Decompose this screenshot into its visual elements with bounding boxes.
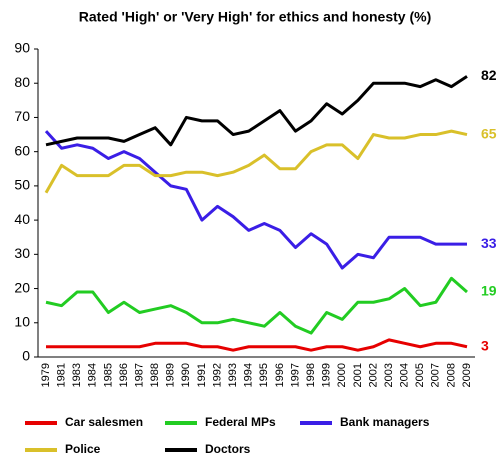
legend-label: Federal MPs [205,415,276,429]
end-label: 33 [481,235,497,251]
end-label: 82 [481,67,497,83]
series-line [45,276,468,335]
x-tick-label: 1995 [258,363,270,387]
x-tick-label: 1997 [289,363,301,387]
series-line [44,129,468,194]
x-tick-label: 2001 [352,363,364,387]
x-tick-label: 1996 [274,363,286,387]
x-tick-label: 2002 [367,363,379,387]
x-tick-label: 1992 [211,363,223,387]
y-tick-label: 50 [14,177,30,193]
x-tick-label: 1989 [165,363,177,387]
x-tick-label: 2007 [430,363,442,387]
y-tick-label: 80 [14,74,30,90]
end-label: 65 [481,125,497,141]
series-line [45,75,468,147]
legend-label: Bank managers [340,415,430,429]
x-tick-label: 1993 [227,363,239,387]
x-tick-label: 1991 [196,363,208,387]
x-tick-label: 2009 [461,363,473,387]
x-tick-label: 2003 [383,363,395,387]
chart-title: Rated 'High' or 'Very High' for ethics a… [79,9,431,25]
legend-label: Doctors [205,442,251,456]
x-tick-label: 1987 [133,363,145,387]
y-tick-label: 20 [14,279,30,295]
x-tick-label: 1984 [87,363,99,387]
x-tick-label: 1981 [55,363,67,387]
x-tick-label: 1986 [118,363,130,387]
y-tick-label: 60 [14,142,30,158]
y-tick-label: 0 [22,348,30,364]
x-tick-label: 2004 [399,363,411,387]
legend-label: Police [65,442,101,456]
y-tick-label: 70 [14,108,30,124]
series-line [44,130,467,270]
y-tick-label: 30 [14,245,30,261]
legend-label: Car salesmen [65,415,143,429]
x-tick-label: 1985 [102,363,114,387]
end-label: 19 [481,283,497,299]
x-tick-label: 2005 [414,363,426,387]
y-tick-label: 90 [14,40,30,56]
x-tick-label: 2000 [336,363,348,387]
y-tick-label: 40 [14,211,30,227]
x-tick-label: 1983 [71,363,83,387]
x-tick-label: 1994 [243,363,255,387]
x-tick-label: 2008 [445,363,457,387]
x-tick-label: 1979 [40,363,52,387]
x-tick-label: 1999 [321,363,333,387]
end-label: 3 [481,337,489,353]
series-line [46,338,468,352]
x-tick-label: 1998 [305,363,317,387]
y-tick-label: 10 [14,313,30,329]
x-tick-label: 1990 [180,363,192,387]
x-tick-label: 1988 [149,363,161,387]
